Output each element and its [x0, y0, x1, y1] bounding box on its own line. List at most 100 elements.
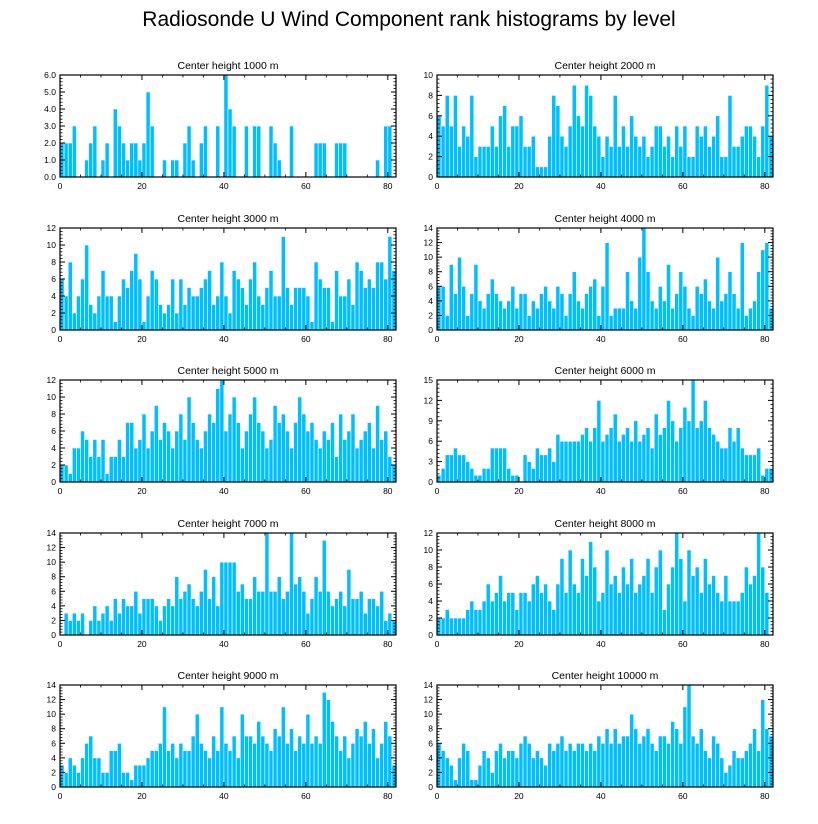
histogram-bar [739, 135, 745, 178]
histogram-bar [149, 270, 155, 331]
histogram-bar [625, 583, 630, 636]
y-tick-label: 2 [51, 767, 56, 777]
histogram-bar [690, 379, 696, 483]
histogram-bar [207, 270, 212, 331]
histogram-bar [592, 278, 598, 331]
histogram-bar [530, 300, 536, 331]
histogram-bar [280, 413, 286, 483]
y-tick-label: 8 [428, 562, 433, 572]
histogram-bar [526, 315, 532, 331]
histogram-bar [174, 159, 180, 178]
histogram-bar [588, 440, 594, 483]
histogram-bar [703, 750, 708, 788]
histogram-bar [498, 575, 503, 636]
histogram-bar [559, 293, 565, 331]
histogram-bar [440, 468, 446, 483]
histogram-bar [592, 566, 598, 636]
y-tick-label: 8 [428, 267, 433, 277]
histogram-bar [465, 135, 471, 178]
x-tick-label: 60 [301, 334, 311, 344]
histogram-bar [633, 592, 639, 636]
histogram-bar [608, 742, 614, 788]
histogram-bar [186, 583, 192, 636]
histogram-bar [465, 750, 471, 788]
histogram-bar [530, 757, 536, 788]
histogram-bar [731, 440, 737, 483]
histogram-bar [543, 764, 548, 788]
histogram-bar [248, 278, 253, 331]
histogram-bar [342, 735, 348, 788]
histogram-bar [174, 430, 180, 483]
histogram-bar [223, 430, 229, 483]
histogram-bar [555, 285, 561, 331]
y-tick-label: 14 [424, 680, 434, 690]
histogram-bar [199, 287, 204, 331]
histogram-bar [104, 605, 110, 636]
histogram-bar [514, 125, 520, 178]
histogram-bar [190, 735, 196, 788]
y-tick-label: 0 [428, 477, 433, 487]
histogram-bar [231, 561, 237, 636]
histogram-bar [567, 293, 573, 331]
histogram-bar [686, 156, 692, 178]
histogram-bar [612, 728, 618, 788]
panel-title: Center height 3000 m [178, 213, 279, 225]
histogram-bar [203, 278, 208, 331]
histogram-bar [358, 735, 364, 788]
histogram-bar [522, 293, 528, 331]
histogram-bar [67, 142, 73, 178]
histogram-bar [674, 532, 680, 636]
x-tick-label: 20 [137, 181, 147, 191]
histogram-bar [211, 304, 217, 331]
histogram-bar [133, 447, 139, 483]
histogram-bar [584, 427, 589, 483]
histogram-bar [645, 728, 651, 788]
histogram-bar [100, 439, 106, 483]
histogram-bar [342, 605, 348, 636]
histogram-bar [510, 285, 516, 331]
histogram-bar [125, 287, 130, 331]
histogram-bar [227, 413, 233, 483]
histogram-bar [170, 278, 176, 331]
histogram-bar [739, 447, 745, 483]
histogram-bar [289, 532, 294, 636]
histogram-bar [612, 413, 618, 483]
histogram-panel: Center height 9000 m 0 2 4 6 8 10 12 14 0 20 40 60 80 [47, 670, 397, 801]
histogram-bar [682, 600, 688, 636]
histogram-bar [641, 575, 647, 636]
histogram-bar [219, 261, 225, 331]
histogram-bar [289, 304, 294, 331]
histogram-bar [121, 772, 126, 788]
histogram-bar [448, 264, 454, 331]
histogram-bar [621, 125, 626, 178]
histogram-bar [621, 434, 626, 483]
x-tick-label: 80 [760, 334, 770, 344]
histogram-bar [88, 620, 94, 636]
histogram-bar [256, 590, 262, 636]
histogram-bar [461, 617, 466, 636]
histogram-bar [465, 609, 471, 636]
histogram-bar [670, 307, 675, 331]
histogram-bar [682, 406, 688, 483]
histogram-panel: Center height 3000 m 0 2 4 6 8 10 12 0 20 40 60 80 [47, 213, 397, 344]
histogram-bar [440, 285, 446, 331]
histogram-bar [744, 566, 749, 636]
histogram-bar [330, 605, 335, 636]
histogram-bar [731, 600, 737, 636]
histogram-bar [674, 125, 680, 178]
histogram-bar [92, 757, 98, 788]
y-tick-label: 4 [428, 131, 433, 141]
histogram-panel: Center height 4000 m 0 2 4 6 8 10 12 14 0 20 40 60 80 [424, 213, 774, 344]
histogram-bar [616, 742, 622, 788]
histogram-bar [313, 439, 319, 483]
histogram-bar [477, 474, 483, 483]
histogram-bar [453, 293, 458, 331]
histogram-bar [137, 278, 143, 331]
histogram-bar [207, 757, 212, 788]
histogram-bar [457, 617, 462, 636]
histogram-bar [338, 750, 344, 788]
histogram-bar [748, 307, 753, 331]
histogram-bar [469, 600, 475, 636]
histogram-bar [735, 427, 741, 483]
histogram-bar [551, 95, 557, 178]
